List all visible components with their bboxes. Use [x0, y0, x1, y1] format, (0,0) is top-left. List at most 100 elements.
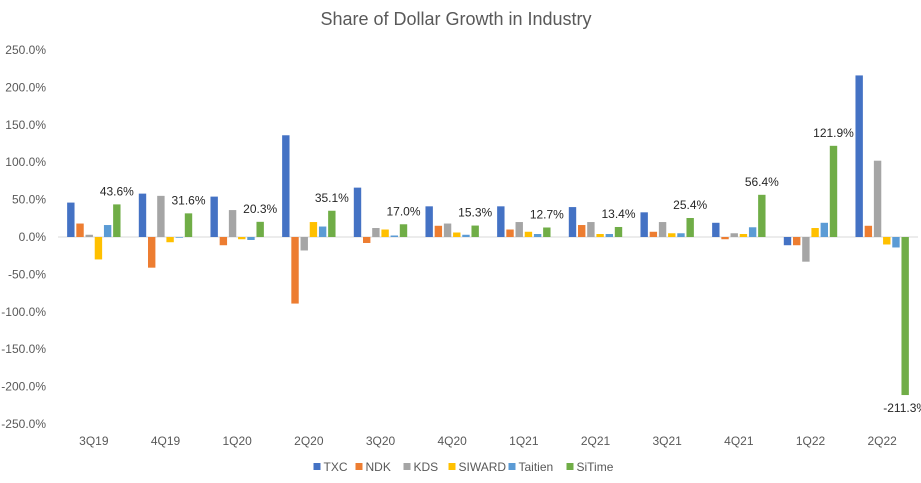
y-tick-label: -50.0%	[8, 267, 46, 281]
bar-sitime-3q20	[399, 224, 408, 237]
bar-sitime-1q21	[543, 227, 551, 237]
legend-swatch-sitime	[566, 463, 574, 470]
legend-swatch-txc	[313, 463, 321, 470]
x-tick-label: 1Q21	[509, 434, 539, 448]
bar-sitime-2q20	[328, 210, 336, 237]
x-tick-label: 4Q20	[437, 434, 467, 448]
x-tick-label: 4Q21	[724, 434, 754, 448]
data-label-3q19: 43.6%	[100, 184, 134, 198]
bar-ndk-1q20	[219, 237, 228, 246]
bar-txc-1q21	[497, 206, 505, 237]
data-label-4q21: 56.4%	[745, 175, 779, 189]
data-label-1q21: 12.7%	[530, 208, 564, 222]
bar-siward-1q21	[524, 231, 533, 237]
legend-swatch-siward	[448, 463, 456, 470]
bar-sitime-3q19	[113, 204, 121, 237]
bar-siward-2q21	[596, 234, 604, 237]
data-label-2q22: -211.3%	[883, 401, 921, 415]
data-label-4q20: 15.3%	[458, 206, 492, 220]
legend-label-ndk: NDK	[366, 460, 391, 474]
bar-ndk-3q21	[649, 231, 658, 237]
bar-ndk-3q20	[363, 237, 371, 243]
bar-kds-1q21	[515, 222, 523, 237]
data-label-2q21: 13.4%	[601, 207, 635, 221]
x-axis-labels: 3Q19 4Q19 1Q20 2Q20 3Q20 4Q20 1Q21 2Q21 3Q21 4Q21…	[79, 434, 897, 448]
bar-kds-2q21	[587, 222, 595, 237]
y-tick-label: -250.0%	[1, 417, 46, 431]
bar-sitime-4q21	[758, 194, 766, 237]
x-tick-label: 2Q21	[581, 434, 611, 448]
bar-siward-4q20	[453, 232, 461, 237]
bar-kds-3q20	[372, 228, 380, 237]
legend-label-siward: SIWARD	[459, 460, 507, 474]
bar-txc-4q20	[425, 206, 433, 237]
bar-siward-1q20	[238, 237, 246, 240]
chart-title: Share of Dollar Growth in Industry	[320, 9, 591, 29]
bar-sitime-4q20	[471, 225, 479, 237]
data-label-4q19: 31.6%	[171, 193, 205, 207]
data-label-1q22: 121.9%	[813, 126, 854, 140]
x-tick-label: 4Q19	[151, 434, 181, 448]
bar-ndk-2q22	[864, 225, 873, 237]
data-label-3q20: 17.0%	[386, 204, 420, 218]
legend-label-sitime: SiTime	[577, 460, 614, 474]
bar-txc-1q20	[210, 196, 218, 237]
bar-kds-4q20	[443, 223, 452, 237]
bar-taitien-2q22	[892, 237, 900, 248]
bar-txc-2q22	[855, 75, 863, 238]
bar-siward-4q19	[166, 237, 174, 243]
y-axis-labels: 250.0% 200.0% 150.0% 100.0% 50.0% 0.0% -50.0% -…	[1, 43, 46, 431]
bar-kds-4q19	[157, 195, 165, 237]
bar-taitien-4q21	[748, 227, 757, 237]
y-tick-label: 0.0%	[19, 230, 47, 244]
bar-taitien-3q21	[677, 233, 685, 237]
bar-kds-2q22	[873, 160, 882, 237]
legend-label-txc: TXC	[324, 460, 348, 474]
bar-taitien-2q20	[318, 226, 327, 237]
bar-txc-1q22	[783, 237, 792, 246]
bar-ndk-3q19	[76, 223, 84, 237]
y-tick-label: 150.0%	[5, 118, 46, 132]
legend-swatch-ndk	[355, 463, 363, 470]
legend: TXC NDK KDS SIWARD Taitien SiTime	[313, 460, 614, 474]
y-tick-label: -100.0%	[1, 305, 46, 319]
bar-kds-1q22	[802, 237, 810, 262]
bar-kds-4q21	[730, 233, 738, 237]
bar-sitime-2q22	[901, 237, 909, 396]
bar-sitime-4q19	[184, 213, 193, 237]
bar-txc-2q20	[282, 135, 290, 237]
y-tick-label: 100.0%	[5, 155, 46, 169]
bar-kds-3q19	[85, 234, 93, 237]
y-tick-label: 50.0%	[12, 193, 46, 207]
bar-siward-3q21	[668, 233, 676, 237]
bar-siward-2q22	[883, 237, 891, 245]
y-tick-label: -200.0%	[1, 380, 46, 394]
bar-ndk-1q22	[793, 237, 801, 246]
bar-taitien-4q19	[175, 237, 183, 238]
y-tick-label: -150.0%	[1, 342, 46, 356]
bar-ndk-4q20	[434, 225, 443, 237]
bar-siward-2q20	[309, 222, 318, 237]
bars	[67, 75, 909, 396]
bar-sitime-2q21	[614, 226, 623, 237]
bar-taitien-1q21	[533, 234, 542, 237]
bar-siward-3q20	[381, 229, 389, 237]
bar-txc-4q21	[712, 222, 720, 237]
bar-taitien-3q19	[103, 225, 112, 237]
x-tick-label: 2Q22	[867, 434, 897, 448]
bar-ndk-2q21	[578, 225, 586, 237]
data-label-3q21: 25.4%	[673, 198, 707, 212]
bar-txc-4q19	[138, 193, 147, 237]
legend-label-taitien: Taitien	[519, 460, 554, 474]
x-tick-label: 3Q21	[652, 434, 682, 448]
y-tick-label: 200.0%	[5, 80, 46, 94]
bar-kds-1q20	[228, 210, 237, 237]
bar-taitien-4q20	[462, 234, 470, 237]
legend-swatch-kds	[403, 463, 411, 470]
bar-siward-1q22	[811, 228, 819, 237]
legend-swatch-taitien	[508, 463, 516, 470]
bar-txc-3q20	[353, 187, 362, 237]
bar-txc-2q21	[568, 207, 577, 237]
y-tick-label: 250.0%	[5, 43, 46, 57]
bar-taitien-1q20	[247, 237, 255, 240]
